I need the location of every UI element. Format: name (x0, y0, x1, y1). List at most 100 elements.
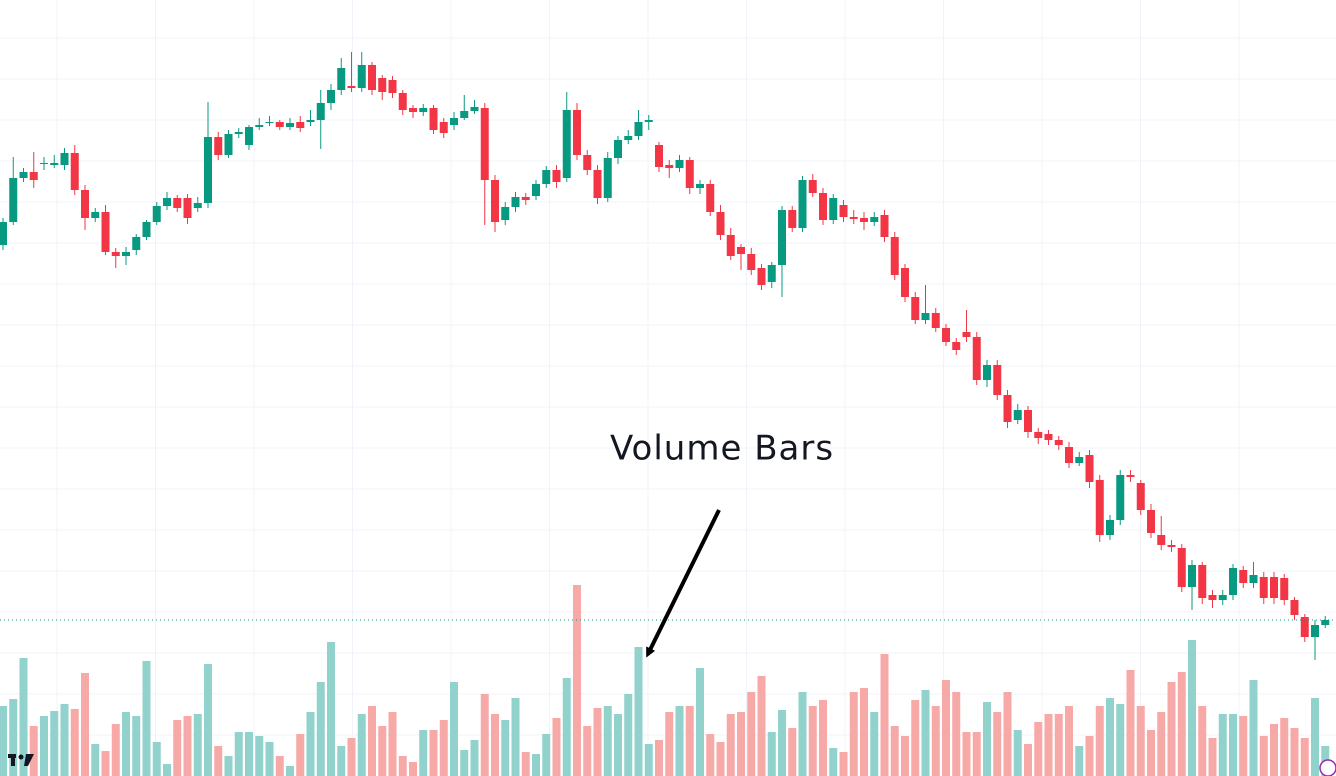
candle-body (204, 137, 212, 203)
volume-bar (593, 708, 602, 776)
volume-bar (91, 744, 100, 776)
candle-body (1065, 447, 1073, 463)
volume-bar (429, 730, 438, 776)
candle-body (480, 108, 489, 180)
candle-body (952, 342, 961, 350)
candle-body (532, 184, 540, 196)
candle-body (880, 215, 889, 237)
volume-bar (40, 716, 48, 776)
candle-body (890, 237, 899, 275)
candle-body (829, 198, 838, 220)
volume-bar (501, 720, 510, 776)
volume-bar (911, 700, 920, 776)
candle-body (316, 103, 325, 120)
candle-body (111, 252, 120, 256)
candle-body (849, 217, 858, 219)
candle-body (839, 205, 848, 217)
logo (8, 754, 34, 766)
volume-bar (706, 734, 715, 776)
candle-body (1106, 520, 1114, 535)
volume-bar (1116, 704, 1125, 776)
volume-bar (993, 712, 1002, 776)
volume-bar (378, 726, 387, 776)
volume-bar (142, 661, 151, 776)
candle-body (265, 122, 274, 123)
candle-body (1218, 595, 1227, 600)
volume-bar (19, 658, 28, 776)
candle-body (726, 235, 735, 256)
volume-bar (152, 742, 161, 776)
candle-body (183, 198, 192, 218)
candle-body (132, 237, 141, 250)
volume-bar (860, 688, 868, 776)
volume-bar (532, 754, 540, 776)
volume-bar (624, 694, 633, 776)
volume-bar (275, 756, 284, 776)
volume-bar (9, 699, 18, 776)
candle-body (1095, 480, 1104, 535)
volume-bar (163, 764, 171, 776)
volume-bar (1188, 640, 1196, 776)
volume-bar (737, 712, 745, 776)
volume-bar (409, 762, 417, 776)
volume-bar (450, 682, 458, 776)
candle-body (70, 153, 79, 190)
volume-bar (614, 714, 622, 776)
candle-body (122, 252, 130, 256)
candle-body (1075, 457, 1084, 463)
candle-body (1229, 568, 1237, 595)
volume-bar (470, 740, 479, 776)
volume-bar (81, 673, 89, 776)
volume-bar (839, 752, 848, 776)
volume-bar (880, 654, 889, 776)
volume-bar (245, 732, 253, 776)
candle-body (91, 212, 100, 218)
volume-bar (357, 714, 366, 776)
candle-body (1321, 620, 1330, 625)
candle-body (337, 68, 346, 90)
volume-bar (316, 682, 325, 776)
volume-bar (972, 732, 981, 776)
candle-body (1147, 510, 1155, 533)
volume-bar (70, 709, 79, 776)
candle-body (101, 212, 110, 252)
candle-body (357, 65, 366, 88)
candle-body (870, 217, 879, 222)
candle-body (501, 207, 510, 220)
volume-bar (1270, 724, 1278, 776)
candle-body (562, 110, 571, 178)
volume-bar (419, 730, 428, 776)
volume-bar (306, 712, 315, 776)
volume-bar (685, 706, 694, 776)
candle-body (19, 172, 28, 178)
candle-body (1270, 577, 1278, 598)
volume-bar (901, 736, 909, 776)
replay-icon[interactable] (1319, 759, 1336, 776)
volume-bar (1157, 712, 1166, 776)
candle-body (1198, 565, 1207, 598)
volume-bar (942, 680, 950, 776)
candle-body (327, 90, 335, 103)
candle-body (583, 155, 592, 170)
candle-body (245, 127, 253, 145)
volume-bar (573, 585, 581, 776)
candle-body (1116, 475, 1125, 520)
volume-bar (388, 712, 397, 776)
candle-body (1034, 432, 1043, 438)
candle-body (60, 153, 69, 165)
volume-bar (788, 728, 797, 776)
candle-body (655, 145, 663, 167)
volume-bar (634, 647, 643, 776)
candle-body (163, 198, 171, 206)
candle-body (962, 332, 971, 337)
volume-bar (193, 714, 202, 776)
candle-body (450, 118, 458, 125)
candle-body (1290, 600, 1299, 615)
volume-bar (1198, 706, 1207, 776)
candle-body (696, 184, 704, 188)
candle-body (1003, 395, 1012, 422)
candle-body (255, 125, 264, 127)
candle-body (706, 184, 715, 212)
volume-bar (521, 752, 530, 776)
